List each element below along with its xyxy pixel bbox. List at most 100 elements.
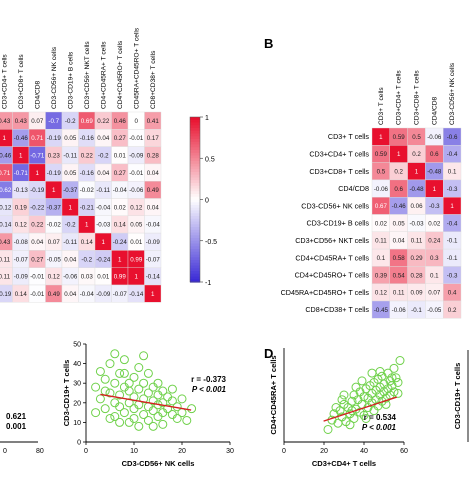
heatmap-a-cell-label: -0.19 [0, 291, 12, 298]
scatter-d-point [389, 363, 399, 373]
heatmap-b-cell-label: -0.06 [392, 307, 407, 314]
scatter-c-point [110, 349, 120, 359]
scatter-c-point [148, 406, 158, 416]
scatter-c-point [143, 415, 153, 425]
scatter-c-point [115, 417, 125, 427]
heatmap-b-cell-label: -0.6 [447, 134, 458, 141]
heatmap-a-cell-label: 0.27 [31, 256, 44, 263]
heatmap-a-cell-label: 0.71 [0, 170, 11, 177]
heatmap-b-cell-label: 0.59 [393, 134, 406, 141]
colorbar-a-segment [190, 235, 200, 239]
heatmap-b-column-label: CD3+ T cells [378, 87, 385, 125]
heatmap-a-cell-label: 0.03 [81, 274, 94, 281]
scatter-c-point [110, 378, 120, 388]
colorbar-a-segment [190, 194, 200, 198]
scatter-c-point [110, 412, 120, 422]
heatmap-b-cell-label: 0.2 [412, 151, 421, 158]
heatmap-b-cell-label: -0.3 [447, 186, 458, 193]
colorbar-a-segment [190, 205, 200, 209]
colorbar-a-segment [190, 271, 200, 275]
colorbar-a-segment [190, 130, 200, 135]
heatmap-b-cell-label: 1 [450, 203, 454, 210]
heatmap-b-cell-label: 0.02 [375, 220, 388, 227]
heatmap-b-row-label: CD3-CD19+ B cells [306, 219, 369, 228]
colorbar-a-segment [190, 141, 200, 146]
scatter-d-x-tick-label: 0 [282, 448, 286, 455]
heatmap-a-column-label: CD45RA+CD45RO+ T cells [133, 27, 140, 109]
heatmap-a-cell-label: 0.01 [130, 239, 143, 246]
colorbar-a-segment [190, 221, 200, 225]
heatmap-b-cell-label: -0.05 [427, 307, 442, 314]
scatter-d-point [391, 373, 401, 383]
panel-letter-b: B [264, 36, 273, 51]
heatmap-a-cell-label: -0.19 [47, 135, 62, 142]
heatmap-b-cell-label: 1 [397, 151, 401, 158]
heatmap-a-column-label: CD3-CD56+ NK cells [51, 46, 58, 109]
scatter-c-point [119, 368, 129, 378]
heatmap-a-cell-label: -0.05 [47, 256, 62, 263]
colorbar-a-segment [190, 191, 200, 195]
scatter-c-point [139, 351, 149, 361]
heatmap-a-column-label: CD3-CD19+ B cells [67, 51, 74, 109]
heatmap-a-cell-label: 1 [52, 187, 56, 194]
heatmap-a-cell-label: -0.09 [129, 152, 144, 159]
colorbar-a-segment [190, 158, 200, 162]
colorbar-a-segment [190, 202, 200, 206]
heatmap-a-cell-label: 0.11 [0, 256, 11, 263]
heatmap-b-cell-label: 0.39 [375, 272, 388, 279]
heatmap-b-cell-label: 0.6 [394, 186, 403, 193]
heatmap-b-cell-label: 1 [379, 134, 383, 141]
scatter-c-point [129, 413, 139, 423]
heatmap-a-cell-label: -0.71 [14, 170, 29, 177]
scatter-c-point [182, 415, 192, 425]
heatmap-a-cell-label: -0.02 [47, 222, 62, 229]
colorbar-a-segment [190, 183, 200, 187]
heatmap-b-cell-label: -0.3 [429, 203, 440, 210]
scatter-c-point [105, 388, 115, 398]
colorbar-a-segment [190, 166, 200, 170]
heatmap-b-cell-label: 0.5 [412, 134, 421, 141]
colorbar-a-segment [190, 155, 200, 159]
heatmap-b-cell-label: -0.48 [409, 186, 424, 193]
colorbar-a-segment [190, 119, 200, 124]
scatter-c-point [105, 359, 115, 369]
heatmap-a-cell-label: 0.14 [15, 291, 28, 298]
scatter-d-point [367, 368, 377, 378]
heatmap-a-cell-label: 0.12 [15, 222, 28, 229]
colorbar-a-segment [190, 122, 200, 126]
heatmap-a-cell-label: -0.06 [129, 187, 144, 194]
scatter-c-point [148, 421, 158, 431]
heatmap-a-cell-label: -0.04 [146, 222, 161, 229]
heatmap-a-cell-label: -0.01 [30, 274, 45, 281]
heatmap-a-cell-label: 0.04 [147, 170, 160, 177]
heatmap-b-cell-label: 0.67 [375, 203, 388, 210]
colorbar-a-segment [190, 227, 200, 231]
heatmap-a-cell-label: 0.41 [147, 118, 160, 125]
scatter-d-point [395, 356, 405, 366]
scatter-left-r-value: 0.621 [6, 412, 27, 421]
heatmap-a-cell-label: 0.05 [64, 135, 77, 142]
scatter-d-point [331, 403, 341, 413]
scatter-d-x-tick-label: 40 [360, 448, 368, 455]
heatmap-b-cell-label: -0.06 [427, 134, 442, 141]
heatmap-a-cell-label: -0.16 [80, 135, 95, 142]
heatmap-b-column-label: CD4/CD8 [431, 96, 438, 125]
heatmap-a-cell-label: -0.08 [14, 239, 29, 246]
heatmap-a-cell-label: 0.19 [15, 204, 28, 211]
scatter-c-point [95, 366, 105, 376]
heatmap-a-cell-label: 0.14 [114, 222, 127, 229]
heatmap-a-cell-label: 0.01 [97, 274, 110, 281]
scatter-d-point [393, 388, 403, 398]
heatmap-b-cell-label: 0.11 [411, 238, 423, 245]
heatmap-a-cell-label: 1 [85, 222, 89, 229]
heatmap-a-cell-label: -0.7 [48, 118, 59, 125]
colorbar-a-segment [190, 232, 200, 236]
heatmap-a-cell-label: 0.27 [114, 135, 127, 142]
scatter-c-y-tick-label: 40 [73, 361, 81, 368]
heatmap-a-cell-label: -0.07 [113, 291, 128, 298]
heatmap-a-cell-label: 0.43 [15, 118, 28, 125]
heatmap-b-cell-label: -0.03 [409, 220, 424, 227]
heatmap-b-cell-label: 0.06 [410, 203, 423, 210]
heatmap-a-cell-label: 0.04 [64, 256, 77, 263]
colorbar-a-segment [190, 224, 200, 228]
